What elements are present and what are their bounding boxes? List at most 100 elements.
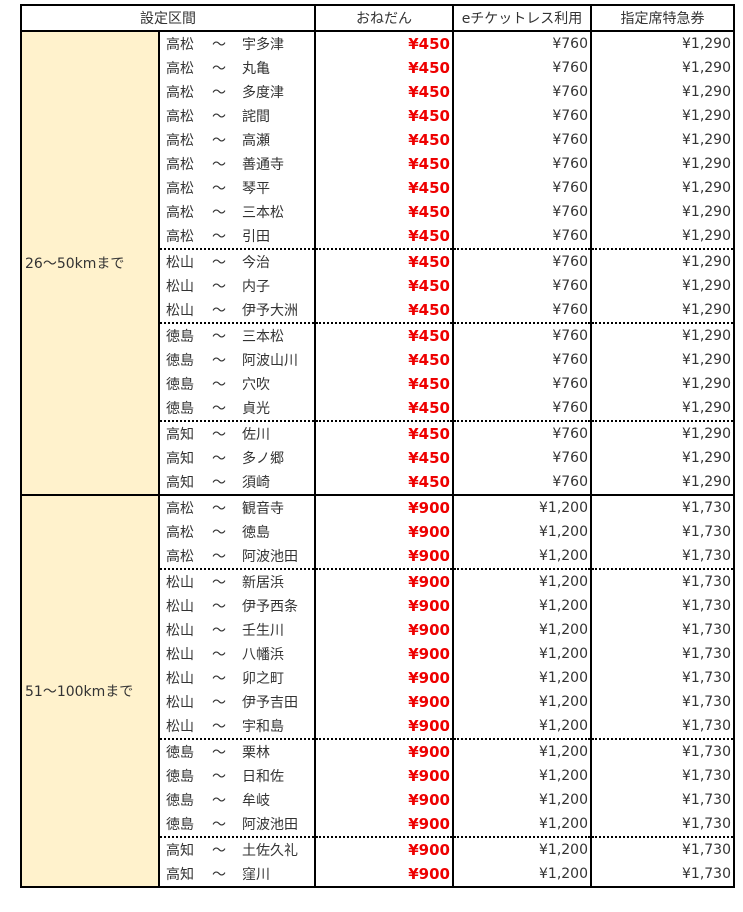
table-row: 徳島 ～ 阿波山川 ¥450 ¥760 ¥1,290	[21, 348, 735, 372]
reserved-price: ¥1,290	[591, 152, 735, 176]
onedan-price: ¥900	[314, 520, 454, 544]
route-origin: 高松	[166, 181, 194, 197]
onedan-price: ¥450	[314, 224, 454, 249]
eticket-price: ¥1,200	[453, 568, 592, 594]
route-destination: 多度津	[242, 85, 284, 101]
onedan-price: ¥900	[314, 788, 454, 812]
route-origin: 徳島	[166, 329, 194, 345]
route-tilde: ～	[212, 575, 226, 591]
route-destination: 丸亀	[242, 61, 270, 77]
onedan-price: ¥900	[314, 568, 454, 594]
reserved-price: ¥1,290	[591, 274, 735, 298]
route-destination: 内子	[242, 279, 270, 295]
route-origin: 松山	[166, 719, 194, 735]
route-origin: 高松	[166, 109, 194, 125]
reserved-price: ¥1,290	[591, 470, 735, 496]
eticket-price: ¥1,200	[453, 764, 592, 788]
reserved-price: ¥1,290	[591, 248, 735, 274]
reserved-price: ¥1,730	[591, 520, 735, 544]
route-origin: 高松	[166, 85, 194, 101]
table-row: 高松 ～ 多度津 ¥450 ¥760 ¥1,290	[21, 80, 735, 104]
route-tilde: ～	[212, 451, 226, 467]
route-origin: 徳島	[166, 353, 194, 369]
onedan-price: ¥450	[314, 470, 454, 496]
onedan-price: ¥900	[314, 836, 454, 862]
route-tilde: ～	[212, 279, 226, 295]
eticket-price: ¥1,200	[453, 594, 592, 618]
reserved-price: ¥1,290	[591, 200, 735, 224]
onedan-price: ¥900	[314, 690, 454, 714]
route-destination: 宇多津	[242, 37, 284, 53]
eticket-price: ¥760	[453, 322, 592, 348]
eticket-price: ¥760	[453, 248, 592, 274]
route-destination: 伊予大洲	[242, 303, 298, 319]
eticket-price: ¥1,200	[453, 618, 592, 642]
route-tilde: ～	[212, 843, 226, 859]
route-origin: 高知	[166, 475, 194, 491]
reserved-price: ¥1,730	[591, 568, 735, 594]
table-row: 松山 ～ 伊予吉田 ¥900 ¥1,200 ¥1,730	[21, 690, 735, 714]
onedan-price: ¥900	[314, 544, 454, 569]
eticket-price: ¥760	[453, 200, 592, 224]
route-cell: 高松 ～ 引田	[158, 224, 315, 249]
table-row: 高松 ～ 引田 ¥450 ¥760 ¥1,290	[21, 224, 735, 249]
header-row: 設定区間 おねだん eチケットレス利用 指定席特急券	[20, 4, 735, 32]
onedan-price: ¥450	[314, 200, 454, 224]
reserved-price: ¥1,730	[591, 666, 735, 690]
route-origin: 高松	[166, 549, 194, 565]
route-tilde: ～	[212, 229, 226, 245]
route-cell: 徳島 ～ 栗林	[158, 738, 315, 764]
table-row: 徳島 ～ 貞光 ¥450 ¥760 ¥1,290	[21, 396, 735, 421]
route-cell: 高松 ～ 宇多津	[158, 31, 315, 56]
onedan-price: ¥900	[314, 812, 454, 837]
reserved-price: ¥1,290	[591, 348, 735, 372]
route-tilde: ～	[212, 37, 226, 53]
eticket-price: ¥1,200	[453, 520, 592, 544]
route-tilde: ～	[212, 475, 226, 491]
route-origin: 高松	[166, 37, 194, 53]
route-origin: 徳島	[166, 793, 194, 809]
route-cell: 徳島 ～ 牟岐	[158, 788, 315, 812]
route-destination: 日和佐	[242, 769, 284, 785]
route-destination: 琴平	[242, 181, 270, 197]
route-tilde: ～	[212, 719, 226, 735]
route-origin: 高松	[166, 501, 194, 517]
reserved-price: ¥1,290	[591, 396, 735, 421]
route-destination: 牟岐	[242, 793, 270, 809]
route-origin: 高知	[166, 427, 194, 443]
route-destination: 卯之町	[242, 671, 284, 687]
route-origin: 松山	[166, 599, 194, 615]
reserved-price: ¥1,290	[591, 176, 735, 200]
route-origin: 松山	[166, 695, 194, 711]
route-origin: 高松	[166, 205, 194, 221]
route-cell: 高松 ～ 阿波池田	[158, 544, 315, 569]
table-row: 徳島 ～ 阿波池田 ¥900 ¥1,200 ¥1,730	[21, 812, 735, 837]
reserved-price: ¥1,730	[591, 495, 735, 520]
route-destination: 栗林	[242, 745, 270, 761]
route-tilde: ～	[212, 525, 226, 541]
route-destination: 伊予西条	[242, 599, 298, 615]
table-row: 徳島 ～ 牟岐 ¥900 ¥1,200 ¥1,730	[21, 788, 735, 812]
distance-band-label: 26～50kmまで	[20, 30, 160, 496]
route-tilde: ～	[212, 647, 226, 663]
onedan-price: ¥450	[314, 372, 454, 396]
table-row: 51～100kmまで 高松～観音寺 ¥900 ¥1,200 ¥1,730	[20, 494, 735, 888]
route-destination: 引田	[242, 229, 270, 245]
route-origin: 高松	[166, 525, 194, 541]
table-row: 松山 ～ 宇和島 ¥900 ¥1,200 ¥1,730	[21, 714, 735, 739]
route-origin: 高松	[166, 133, 194, 149]
onedan-price: ¥450	[314, 248, 454, 274]
reserved-price: ¥1,290	[591, 372, 735, 396]
eticket-price: ¥760	[453, 176, 592, 200]
reserved-price: ¥1,290	[591, 322, 735, 348]
route-cell: 高松 ～ 三本松	[158, 200, 315, 224]
route-tilde: ～	[212, 157, 226, 173]
route-cell: 松山 ～ 今治	[158, 248, 315, 274]
onedan-price: ¥450	[314, 152, 454, 176]
route-origin: 高松	[166, 61, 194, 77]
reserved-price: ¥1,730	[591, 788, 735, 812]
route-cell: 松山 ～ 新居浜	[158, 568, 315, 594]
route-origin: 松山	[166, 255, 194, 271]
route-cell: 松山 ～ 内子	[158, 274, 315, 298]
route-cell: 松山 ～ 伊予大洲	[158, 298, 315, 323]
